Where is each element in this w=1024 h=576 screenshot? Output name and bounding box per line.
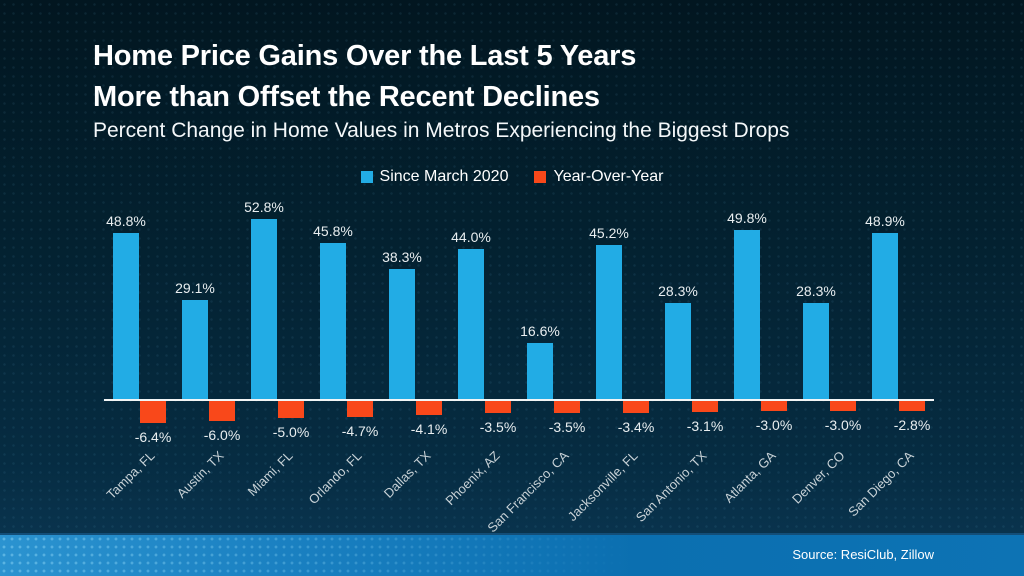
value-label-positive: 44.0% [451, 229, 491, 246]
value-label-positive: 48.9% [865, 212, 905, 229]
legend-item-since-march-2020: Since March 2020 [360, 168, 509, 186]
value-label-positive: 28.3% [796, 282, 836, 299]
value-label-positive: 52.8% [244, 199, 284, 216]
bar-since-march-2020 [182, 300, 208, 399]
bar-year-over-year [347, 401, 373, 417]
bar-year-over-year [830, 401, 856, 412]
bar-since-march-2020 [527, 342, 553, 399]
value-label-negative: -3.0% [755, 417, 793, 434]
title-line-2: More than Offset the Recent Declines [93, 81, 600, 113]
bar-year-over-year [416, 401, 442, 415]
bar-since-march-2020 [734, 229, 760, 399]
bar-year-over-year [554, 401, 580, 413]
value-label-negative: -6.0% [203, 427, 241, 444]
value-label-positive: 28.3% [658, 282, 698, 299]
bar-since-march-2020 [251, 219, 277, 399]
value-label-positive: 45.2% [589, 225, 629, 242]
value-label-positive: 49.8% [727, 209, 767, 226]
source-text: Source: ResiClub, Zillow [792, 547, 934, 562]
legend-label-year-over-year: Year-Over-Year [553, 168, 664, 185]
value-label-positive: 16.6% [520, 322, 560, 339]
chart-subtitle: Percent Change in Home Values in Metros … [93, 119, 790, 142]
value-label-negative: -3.4% [617, 418, 655, 435]
value-label-negative: -5.0% [272, 424, 310, 440]
bar-year-over-year [278, 401, 304, 418]
value-label-negative: -3.0% [824, 417, 862, 434]
bar-year-over-year [899, 401, 925, 411]
value-label-positive: 45.8% [313, 223, 353, 240]
bar-since-march-2020 [113, 233, 139, 399]
bar-since-march-2020 [872, 232, 898, 399]
value-label-negative: -4.7% [341, 422, 379, 439]
bar-year-over-year [761, 401, 787, 412]
chart-legend: Since March 2020 Year-Over-Year [0, 168, 1024, 186]
bar-year-over-year [692, 401, 718, 412]
bar-year-over-year [623, 401, 649, 413]
bar-since-march-2020 [389, 268, 415, 399]
bar-year-over-year [209, 401, 235, 422]
legend-swatch-blue-icon [360, 171, 373, 183]
value-label-positive: 38.3% [382, 248, 422, 265]
bar-year-over-year [485, 401, 511, 413]
value-label-positive: 29.1% [175, 280, 215, 297]
bottom-strip [0, 533, 1024, 576]
bar-since-march-2020 [803, 302, 829, 399]
bar-since-march-2020 [665, 302, 691, 399]
value-label-negative: -3.5% [548, 418, 586, 435]
value-label-negative: -3.5% [479, 418, 517, 435]
value-label-negative: -4.1% [410, 420, 448, 437]
legend-item-year-over-year: Year-Over-Year [534, 168, 663, 186]
bar-year-over-year [140, 401, 166, 423]
legend-swatch-red-icon [534, 171, 547, 183]
value-label-negative: -6.4% [134, 428, 172, 445]
x-axis-line [104, 399, 934, 401]
title-line-1: Home Price Gains Over the Last 5 Years [93, 40, 637, 72]
page-title: Home Price Gains Over the Last 5 Years M… [93, 36, 636, 118]
bar-since-march-2020 [596, 245, 622, 399]
value-label-negative: -3.1% [686, 417, 724, 434]
value-label-positive: 48.8% [106, 213, 146, 230]
bar-since-march-2020 [320, 243, 346, 399]
legend-label-since-march-2020: Since March 2020 [379, 168, 509, 185]
value-label-negative: -2.8% [893, 416, 931, 433]
bar-since-march-2020 [458, 249, 484, 399]
